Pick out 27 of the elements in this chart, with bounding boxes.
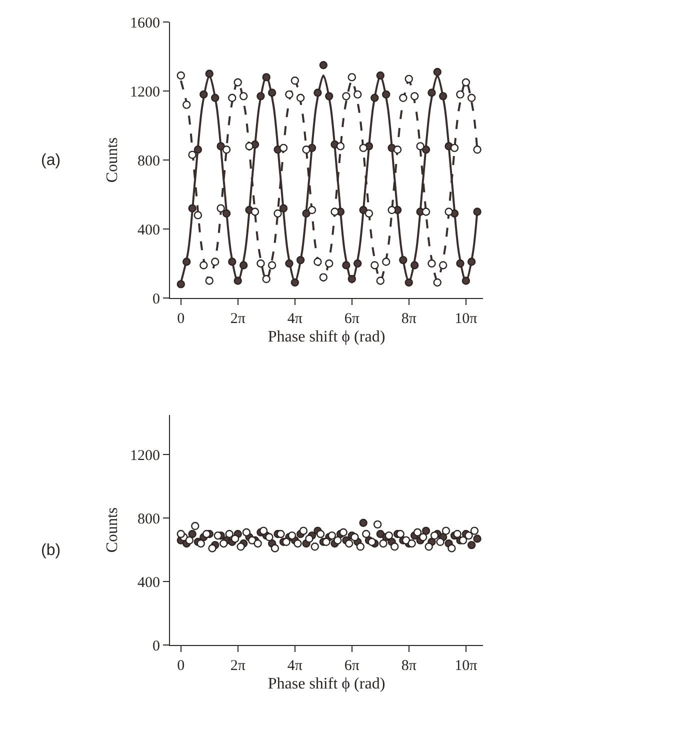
y-tick-label: 400: [138, 574, 160, 591]
x-axis-title: Phase shift ϕ (rad): [268, 676, 386, 693]
x-tick-label: 4π: [287, 658, 303, 674]
y-tick-label: 400: [138, 222, 160, 238]
text: (b): [41, 542, 61, 559]
x-tick-label: 2π: [230, 311, 246, 327]
x-tick-label: 6π: [344, 311, 360, 327]
y-tick-label: 1200: [130, 84, 160, 100]
text: (a): [41, 152, 61, 169]
x-tick-label: 10π: [454, 311, 478, 327]
x-tick-label: 10π: [454, 658, 478, 674]
x-tick-label: 8π: [401, 311, 417, 327]
y-axis-title: Counts: [104, 507, 121, 553]
y-tick-label: 1200: [130, 448, 160, 464]
y-tick-label: 0: [152, 291, 160, 308]
y-axis-title: Counts: [104, 137, 121, 183]
y-tick-label: 1600: [130, 15, 160, 32]
x-tick-label: 2π: [230, 658, 246, 674]
y-tick-label: 800: [138, 153, 160, 170]
y-tick-label: 0: [152, 638, 160, 654]
x-tick-label: 8π: [401, 658, 417, 674]
x-axis-title: Phase shift ϕ (rad): [268, 328, 386, 346]
x-tick-label: 4π: [287, 311, 303, 327]
x-tick-label: 6π: [344, 658, 360, 674]
x-tick-label: 0: [177, 311, 185, 327]
y-tick-label: 800: [138, 511, 160, 528]
x-tick-label: 0: [177, 658, 185, 674]
